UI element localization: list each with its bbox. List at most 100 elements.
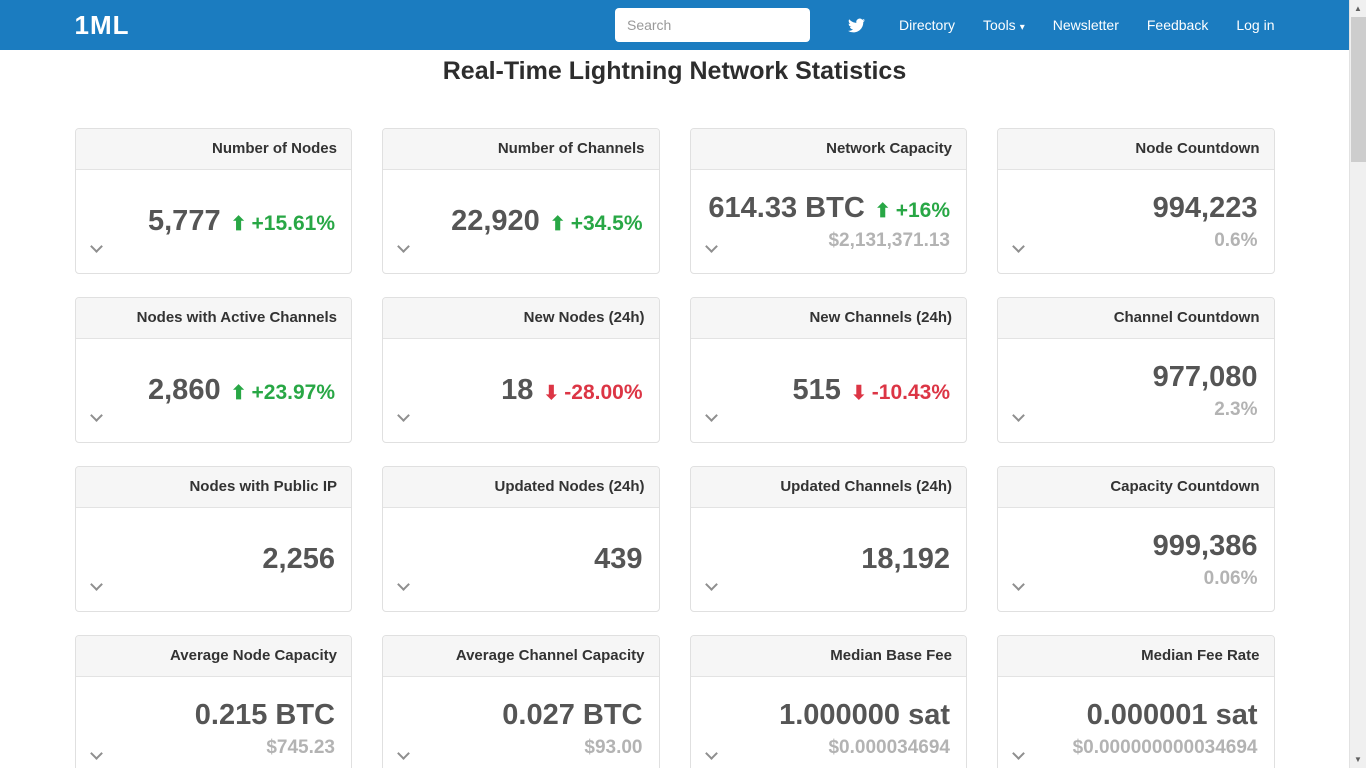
stat-card-title: Median Fee Rate — [1141, 647, 1260, 664]
expand-card-button[interactable] — [396, 742, 411, 766]
top-navbar: 1ML Directory Tools▾ Newsletter Feedback… — [0, 0, 1349, 50]
chevron-down-icon — [397, 578, 410, 591]
stat-subvalue: 0.06% — [1203, 567, 1258, 589]
trend-arrow-icon: ⬇ — [543, 383, 560, 404]
trend-arrow-icon: ⬇ — [850, 383, 867, 404]
stat-card-header: Channel Countdown — [998, 298, 1274, 339]
expand-card-button[interactable] — [89, 742, 104, 766]
scrollbar-thumb[interactable] — [1351, 17, 1366, 162]
stat-card-header: Node Countdown — [998, 129, 1274, 170]
stat-subvalue: $0.000034694 — [828, 736, 950, 758]
stat-card-body: 5,777 ⬆ +15.61% — [76, 170, 352, 273]
stat-card-title: Updated Nodes (24h) — [494, 478, 645, 495]
stat-value: 2,860 — [148, 374, 221, 406]
stat-subvalue: $0.000000000034694 — [1072, 736, 1258, 758]
nav-item-directory[interactable]: Directory — [898, 17, 955, 33]
nav-links: Directory Tools ▾ Newsletter Feedback Log… — [899, 17, 1275, 33]
stat-value: 0.000001 sat — [1086, 698, 1258, 731]
stat-card-header: New Nodes (24h) — [383, 298, 659, 339]
stat-value-line: 18,192 — [707, 543, 950, 576]
twitter-icon[interactable] — [846, 17, 867, 34]
stat-value: 977,080 — [1152, 360, 1258, 393]
expand-card-button[interactable] — [1011, 573, 1026, 597]
stat-card-content: 2,860 ⬆ +23.97% — [92, 374, 335, 407]
expand-card-button[interactable] — [1011, 235, 1026, 259]
scrollbar[interactable]: ▲ ▼ — [1349, 0, 1366, 768]
expand-card-button[interactable] — [89, 573, 104, 597]
stat-value: 18 — [501, 374, 534, 406]
stat-card: Number of Nodes 5,777 ⬆ +15.61% — [74, 128, 352, 274]
expand-card-button[interactable] — [396, 404, 411, 428]
stat-card-title: Nodes with Active Channels — [136, 309, 337, 326]
stat-change-percent: -28.00% — [564, 381, 643, 404]
stat-value: 0.027 BTC — [502, 698, 643, 731]
stat-value-line: 515 ⬇ -10.43% — [707, 374, 950, 407]
stat-value-line: 439 — [399, 543, 642, 576]
expand-card-button[interactable] — [89, 235, 104, 259]
expand-card-button[interactable] — [396, 573, 411, 597]
chevron-down-icon — [397, 747, 410, 760]
stat-card-header: Network Capacity — [690, 129, 966, 170]
stat-card-header: Capacity Countdown — [998, 467, 1274, 508]
stat-card-content: 1.000000 sat $0.000034694 — [707, 699, 950, 759]
stat-card-content: 0.027 BTC $93.00 — [399, 698, 643, 759]
expand-card-button[interactable] — [704, 235, 719, 259]
expand-card-button[interactable] — [1011, 404, 1026, 428]
stat-change: ⬆ +16% — [875, 199, 950, 223]
stat-card-body: 18 ⬇ -28.00% — [383, 339, 659, 442]
stat-card-title: Capacity Countdown — [1110, 478, 1260, 495]
expand-card-button[interactable] — [704, 742, 719, 766]
scrollbar-up-arrow-icon[interactable]: ▲ — [1350, 0, 1366, 17]
stat-card: Nodes with Active Channels 2,860 ⬆ +23.97… — [74, 297, 352, 443]
expand-card-button[interactable] — [1011, 742, 1026, 766]
caret-down-icon: ▾ — [1019, 22, 1025, 33]
stat-change-percent: +16% — [895, 198, 950, 222]
chevron-down-icon — [1012, 409, 1025, 422]
nav-item-login[interactable]: Log in — [1236, 17, 1275, 33]
nav-item-tools-label: Tools — [983, 17, 1016, 33]
search-input[interactable] — [614, 8, 810, 42]
stat-card: Number of Channels 22,920 ⬆ +34.5% — [382, 128, 660, 274]
stat-card-body: 18,192 — [691, 508, 967, 611]
nav-item-tools[interactable]: Tools ▾ — [983, 17, 1025, 33]
expand-card-button[interactable] — [396, 235, 411, 259]
stat-card-header: Updated Nodes (24h) — [383, 467, 659, 508]
chevron-down-icon — [89, 240, 103, 253]
stat-change-percent: +15.61% — [251, 212, 336, 235]
chevron-down-icon — [397, 240, 410, 253]
brand-logo[interactable]: 1ML — [74, 9, 130, 40]
stat-card-content: 439 — [399, 543, 642, 576]
stat-card-title: Average Channel Capacity — [455, 647, 645, 664]
stat-value-line: 977,080 — [1014, 361, 1258, 394]
stat-card: Updated Nodes (24h) 439 — [382, 466, 660, 612]
chevron-down-icon — [1012, 240, 1025, 253]
stat-subvalue: $745.23 — [266, 736, 335, 758]
stat-card-body: 0.027 BTC $93.00 — [383, 677, 659, 768]
stat-value: 18,192 — [861, 543, 950, 575]
stat-card-header: Median Fee Rate — [998, 636, 1274, 677]
nav-item-feedback[interactable]: Feedback — [1146, 17, 1209, 33]
stat-change-percent: +34.5% — [570, 212, 643, 235]
stat-value-line: 2,256 — [92, 543, 335, 576]
stat-subvalue: $2,131,371.13 — [828, 229, 950, 251]
scrollbar-down-arrow-icon[interactable]: ▼ — [1350, 751, 1366, 768]
chevron-down-icon — [1012, 578, 1025, 591]
stat-card-body: 439 — [383, 508, 659, 611]
expand-card-button[interactable] — [89, 404, 104, 428]
stat-value-line: 0.027 BTC — [399, 698, 643, 732]
chevron-down-icon — [89, 578, 103, 591]
expand-card-button[interactable] — [704, 573, 719, 597]
stat-card-title: New Channels (24h) — [809, 309, 952, 326]
stat-subvalue: 0.6% — [1214, 229, 1258, 251]
stat-card-title: Number of Channels — [497, 140, 645, 157]
expand-card-button[interactable] — [704, 404, 719, 428]
stat-card-body: 977,080 2.3% — [998, 339, 1274, 442]
nav-item-newsletter[interactable]: Newsletter — [1052, 17, 1119, 33]
stat-card-header: Updated Channels (24h) — [690, 467, 966, 508]
stat-card-body: 999,386 0.06% — [998, 508, 1274, 611]
stat-value: 5,777 — [148, 205, 221, 237]
stat-card-header: Median Base Fee — [690, 636, 966, 677]
stat-value-line: 18 ⬇ -28.00% — [399, 374, 643, 407]
stats-grid: Number of Nodes 5,777 ⬆ +15.61% Number of… — [74, 128, 1275, 768]
